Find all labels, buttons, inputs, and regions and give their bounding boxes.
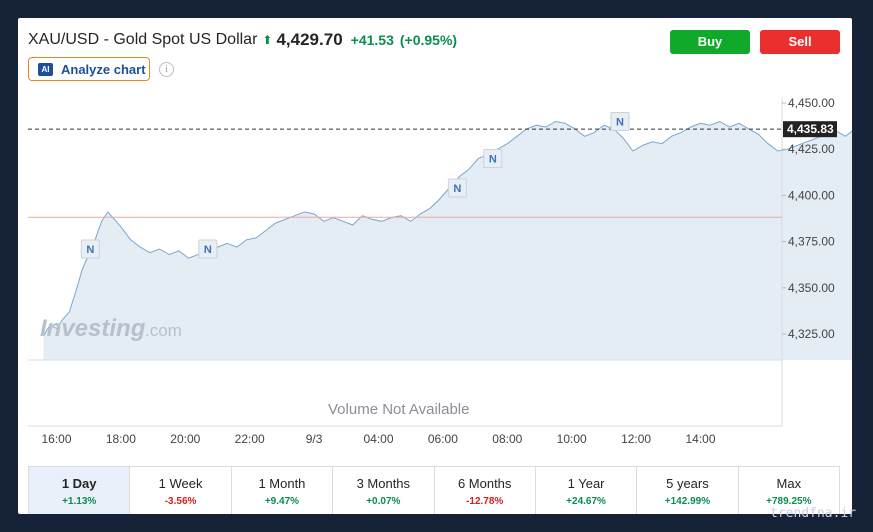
price-chart[interactable]: 4,450.00 4,425.00 4,400.00 4,375.00 4,350.00… (18, 18, 852, 458)
instrument-header: XAU/USD - Gold Spot US Dollar ⬆ 4,429.70… (28, 30, 457, 50)
period-label: 1 Year (567, 476, 605, 491)
news-marker-box (447, 178, 467, 198)
buy-button[interactable]: Buy (670, 30, 750, 54)
x-tick-label: 20:00 (170, 432, 200, 446)
analyze-chart-label: Analyze chart (61, 61, 146, 77)
period-tab[interactable]: 1 Day +1.13% (29, 467, 131, 514)
y-tick-label: 4,375.00 (788, 235, 835, 249)
y-tick-label: 4,350.00 (788, 281, 835, 295)
y-tick-label: 4,325.00 (788, 327, 835, 341)
analyze-chart-button[interactable]: AI Analyze chart (28, 57, 150, 81)
period-label: 1 Week (158, 476, 203, 491)
volume-label: Volume Not Available (328, 401, 470, 418)
y-tick-label: 4,400.00 (788, 188, 835, 202)
x-tick-label: 10:00 (557, 432, 587, 446)
price-area-fill (43, 121, 852, 360)
info-icon[interactable]: i (159, 62, 174, 77)
news-marker-label: N (86, 244, 94, 256)
x-tick-label: 08:00 (492, 432, 522, 446)
period-change: -12.78% (466, 496, 504, 507)
news-marker-box (483, 148, 503, 168)
x-tick-label: 9/3 (306, 432, 323, 446)
period-label: 1 Day (61, 476, 97, 491)
current-price-box (783, 121, 837, 138)
news-marker[interactable]: N (610, 111, 630, 131)
news-marker[interactable]: N (483, 148, 503, 168)
period-label: 3 Months (356, 476, 411, 491)
news-marker[interactable]: N (447, 178, 467, 198)
period-tab[interactable]: 1 Year +24.67% (536, 467, 638, 514)
current-price-label: 4,435.83 (787, 122, 834, 136)
period-selector: 1 Day +1.13% 1 Week -3.56% 1 Month +9.47% 3 Mo… (28, 466, 840, 514)
ai-icon: AI (38, 62, 53, 76)
site-watermark: trendfna.ir (770, 506, 857, 521)
period-tab[interactable]: 1 Week -3.56% (130, 467, 232, 514)
period-change: +24.67% (566, 496, 606, 507)
news-marker[interactable]: N (198, 239, 218, 259)
news-marker-label: N (616, 116, 624, 128)
period-change: +789.25% (766, 496, 812, 507)
period-change: +0.07% (366, 496, 401, 507)
chart-widget: XAU/USD - Gold Spot US Dollar ⬆ 4,429.70… (18, 18, 852, 514)
news-marker-label: N (204, 244, 212, 256)
period-change: -3.56% (164, 496, 197, 507)
x-tick-label: 06:00 (428, 432, 458, 446)
y-tick-label: 4,425.00 (788, 142, 835, 156)
x-tick-label: 14:00 (685, 432, 715, 446)
x-tick-label: 18:00 (106, 432, 136, 446)
instrument-name: XAU/USD - Gold Spot US Dollar (28, 31, 258, 48)
price-change: +41.53 (350, 32, 394, 48)
news-marker-label: N (453, 183, 461, 195)
arrow-up-icon: ⬆ (262, 33, 273, 47)
y-tick-label: 4,450.00 (788, 96, 835, 110)
period-tab[interactable]: 1 Month +9.47% (232, 467, 334, 514)
news-marker-box (80, 239, 100, 259)
period-label: 5 years (666, 476, 709, 491)
period-label: 1 Month (258, 476, 306, 491)
price-change-percent: (+0.95%) (399, 32, 458, 48)
news-marker-box (610, 111, 630, 131)
investing-logo-text: Investing (40, 315, 146, 342)
period-tab[interactable]: 3 Months +0.07% (333, 467, 435, 514)
period-change: +1.13% (62, 496, 97, 507)
last-price: 4,429.70 (276, 30, 343, 49)
period-tab[interactable]: Max +789.25% (739, 467, 840, 514)
period-tab[interactable]: 5 years +142.99% (637, 467, 739, 514)
x-tick-label: 16:00 (41, 432, 71, 446)
x-tick-label: 22:00 (235, 432, 265, 446)
news-marker-label: N (489, 153, 497, 165)
x-tick-label: 04:00 (363, 432, 393, 446)
investing-logo: Investing .com (40, 315, 182, 342)
period-label: 6 Months (457, 476, 512, 491)
news-marker-box (198, 239, 218, 259)
sell-button[interactable]: Sell (760, 30, 840, 54)
investing-logo-suffix: .com (145, 321, 182, 340)
news-marker[interactable]: N (80, 239, 100, 259)
period-change: +9.47% (264, 496, 300, 507)
x-tick-label: 12:00 (621, 432, 651, 446)
period-label: Max (776, 476, 802, 491)
period-tab[interactable]: 6 Months -12.78% (435, 467, 536, 514)
price-line (43, 120, 852, 337)
period-change: +142.99% (664, 496, 711, 507)
